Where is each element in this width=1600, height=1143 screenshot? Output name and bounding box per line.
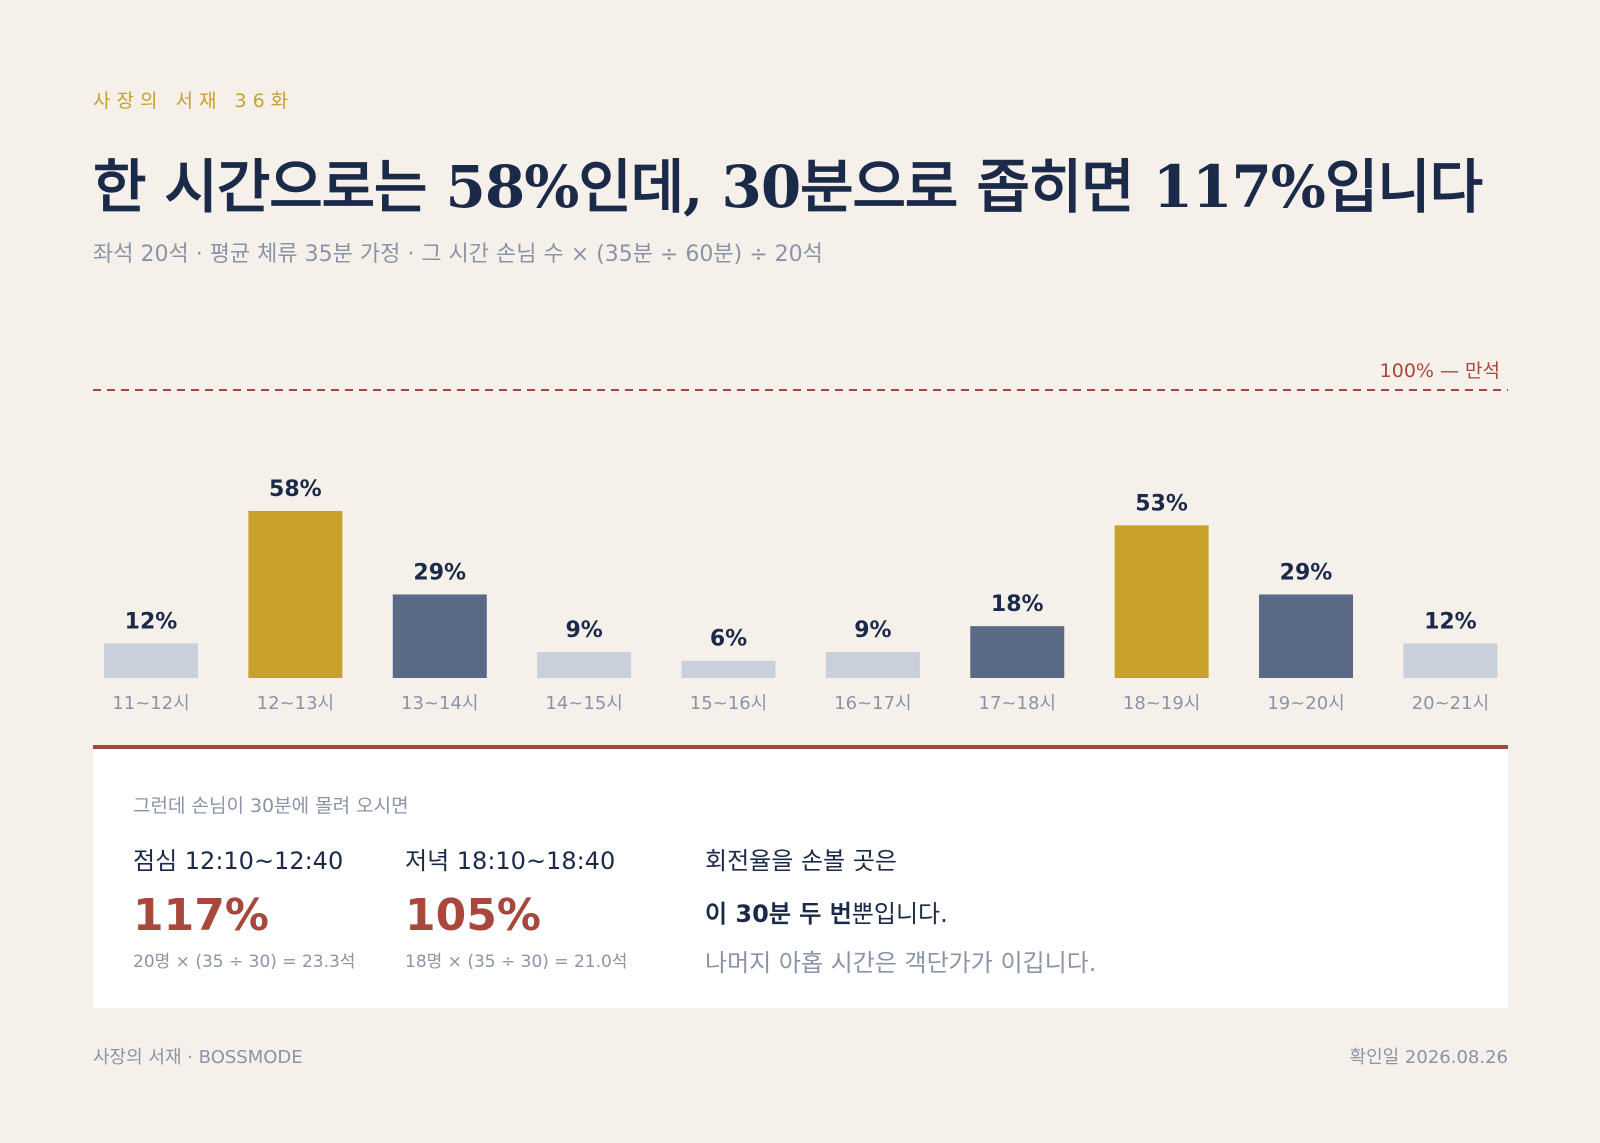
note-line-1: 회전율을 손볼 곳은 bbox=[705, 847, 897, 875]
panel-lead: 그런데 손님이 30분에 몰려 오시면 bbox=[133, 795, 409, 817]
bar-value-label-7: 18% bbox=[991, 592, 1044, 617]
bar-value-label-9: 29% bbox=[1280, 560, 1333, 585]
category-label-9: 19~20시 bbox=[1267, 693, 1344, 714]
stat-lunch-formula: 20명 × (35 ÷ 30) = 23.3석 bbox=[133, 952, 356, 972]
stat-lunch: 점심 12:10~12:40 117% 20명 × (35 ÷ 30) = 23… bbox=[133, 841, 355, 972]
bar-value-label-8: 53% bbox=[1135, 491, 1188, 516]
bar-4 bbox=[537, 652, 632, 678]
bar-value-label-6: 9% bbox=[854, 618, 891, 643]
page-subtitle: 좌석 20석 · 평균 체류 35분 가정 · 그 시간 손님 수 × (35분… bbox=[93, 242, 823, 267]
panel-note: 회전율을 손볼 곳은 이 30분 두 번뿐입니다. 나머지 아홉 시간은 객단가… bbox=[705, 841, 1096, 978]
bar-8 bbox=[1114, 525, 1209, 678]
note-line-3: 나머지 아홉 시간은 객단가가 이깁니다. bbox=[705, 949, 1097, 977]
bar-value-label-5: 6% bbox=[710, 627, 747, 652]
footer-date: 확인일 2026.08.26 bbox=[1349, 1047, 1508, 1068]
bar-5 bbox=[681, 660, 776, 678]
occupancy-bar-chart: 100% — 만석 12%11~12시58%12~13시29%13~14시9%1… bbox=[93, 360, 1508, 714]
category-label-2: 12~13시 bbox=[257, 693, 334, 714]
bar-9 bbox=[1259, 594, 1354, 678]
note-line-2-bold: 이 30분 두 번 bbox=[705, 900, 852, 928]
bar-value-label-4: 9% bbox=[565, 618, 602, 643]
bar-value-label-2: 58% bbox=[269, 477, 322, 502]
category-label-4: 14~15시 bbox=[545, 693, 622, 714]
bar-6 bbox=[825, 652, 920, 678]
note-line-2: 이 30분 두 번뿐입니다. bbox=[705, 894, 1096, 929]
stat-dinner-value: 105% bbox=[405, 890, 541, 941]
bar-10 bbox=[1403, 643, 1498, 678]
category-label-7: 17~18시 bbox=[979, 693, 1056, 714]
bar-value-label-3: 29% bbox=[413, 560, 466, 585]
category-label-1: 11~12시 bbox=[112, 693, 189, 714]
bar-7 bbox=[970, 626, 1065, 678]
bars-group: 12% 11~12시 58% 12~13시 29% 13~14시 9% 14~15시 6% 15~… bbox=[104, 477, 1498, 714]
stat-dinner-label: 저녁 18:10~18:40 bbox=[405, 847, 616, 875]
bar-value-label-1: 12% bbox=[125, 609, 178, 634]
stat-dinner: 저녁 18:10~18:40 105% 18명 × (35 ÷ 30) = 21… bbox=[405, 841, 627, 972]
insight-panel: 그런데 손님이 30분에 몰려 오시면 점심 12:10~12:40 117% … bbox=[93, 745, 1508, 1008]
eyebrow: 사장의 서재 36화 bbox=[93, 90, 295, 112]
footer-brand: 사장의 서재 · BOSSMODE bbox=[93, 1047, 303, 1068]
note-line-2-rest: 뿐입니다. bbox=[851, 900, 948, 928]
category-label-10: 20~21시 bbox=[1412, 693, 1489, 714]
stat-lunch-value: 117% bbox=[133, 890, 269, 941]
page-title: 한 시간으로는 58%인데, 30분으로 좁히면 117%입니다 bbox=[93, 153, 1483, 221]
stat-dinner-formula: 18명 × (35 ÷ 30) = 21.0석 bbox=[405, 952, 628, 972]
category-label-8: 18~19시 bbox=[1123, 693, 1200, 714]
bar-2 bbox=[248, 510, 343, 678]
category-label-5: 15~16시 bbox=[690, 693, 767, 714]
bar-1 bbox=[104, 643, 198, 678]
category-label-3: 13~14시 bbox=[401, 693, 478, 714]
category-label-6: 16~17시 bbox=[834, 693, 911, 714]
bar-value-label-10: 12% bbox=[1424, 609, 1477, 634]
bar-3 bbox=[392, 594, 487, 678]
full-capacity-label: 100% — 만석 bbox=[1380, 360, 1500, 382]
stat-lunch-label: 점심 12:10~12:40 bbox=[133, 847, 344, 875]
